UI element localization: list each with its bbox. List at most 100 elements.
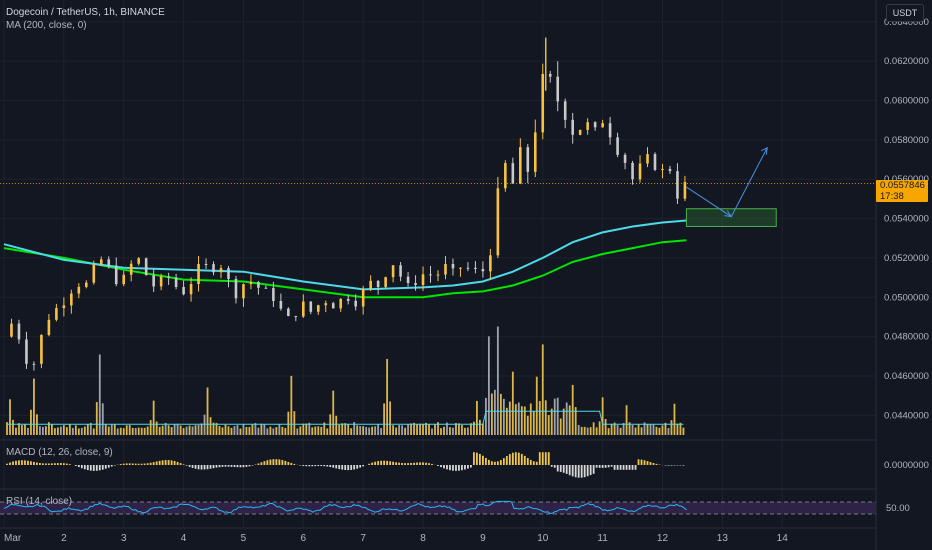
candle-body: [601, 123, 604, 128]
price-tick-label: 0.0520000: [884, 253, 929, 264]
macd-legend[interactable]: MACD (12, 26, close, 9): [6, 447, 113, 458]
volume-bar: [640, 427, 643, 435]
volume-bar: [571, 384, 574, 435]
volume-bar: [131, 427, 134, 435]
macd-bar: [113, 465, 116, 466]
macd-bar: [559, 465, 562, 472]
macd-bar: [571, 465, 574, 477]
macd-bar: [42, 463, 44, 465]
volume-bar: [547, 415, 550, 435]
volume-bar: [173, 424, 176, 435]
volume-bar: [646, 424, 649, 435]
volume-bar: [413, 422, 415, 435]
macd-bar: [332, 465, 335, 468]
volume-bar: [452, 427, 454, 435]
macd-bar: [467, 465, 469, 469]
projection-arrow[interactable]: [686, 146, 768, 218]
volume-bar: [18, 423, 20, 435]
last-price-tag: 0.0557846 17:38: [876, 180, 928, 202]
candle-body: [653, 154, 657, 170]
macd-bar: [628, 465, 631, 470]
macd-bar: [326, 465, 329, 467]
price-tick-label: 0.0580000: [884, 135, 929, 146]
demand-zone[interactable]: [685, 208, 777, 227]
volume-bar: [604, 419, 607, 435]
macd-bar: [188, 465, 191, 467]
volume-bar: [365, 426, 368, 435]
rsi-legend[interactable]: RSI (14, close): [6, 496, 73, 507]
volume-bar: [440, 428, 442, 435]
macd-bar: [601, 465, 604, 468]
macd-bar: [272, 459, 275, 465]
macd-bar: [541, 452, 544, 465]
candle-body: [32, 363, 36, 365]
price-tick-label: 0.0440000: [884, 410, 929, 421]
macd-bar: [269, 459, 272, 465]
candle-body: [676, 171, 679, 199]
macd-bar: [30, 461, 32, 465]
candle-body: [339, 298, 343, 309]
volume-bar: [676, 423, 679, 435]
price-axis[interactable]: 0.0640000 0.0620000 0.0600000 0.0580000 0.05…: [875, 0, 932, 550]
volume-bar: [449, 427, 451, 435]
volume-bar: [24, 424, 26, 435]
time-tick-label: 11: [597, 533, 608, 544]
symbol-legend[interactable]: Dogecoin / TetherUS, 1h, BINANCE: [6, 7, 165, 18]
volume-bar: [149, 420, 152, 435]
volume-bar: [437, 422, 439, 435]
volume-bar: [481, 423, 484, 435]
candle-body: [631, 162, 634, 180]
volume-bar: [392, 425, 395, 435]
macd-bar: [251, 465, 254, 466]
volume-bar: [122, 428, 125, 435]
macd-bar: [24, 460, 26, 465]
volume-bar: [263, 424, 266, 435]
volume-bar: [68, 424, 71, 435]
macd-bar: [458, 465, 460, 471]
candle-body: [474, 267, 477, 269]
candle-body: [354, 300, 357, 307]
volume-bar: [233, 426, 236, 435]
volume-bar: [535, 376, 538, 435]
macd-bar: [62, 463, 65, 465]
macd-bar: [461, 465, 463, 471]
candle-body: [429, 274, 432, 276]
macd-bar: [580, 465, 583, 478]
volume-bar: [461, 425, 463, 435]
macd-bar: [595, 465, 598, 468]
candle-body: [40, 334, 43, 364]
macd-bar: [350, 465, 353, 470]
volume-bar: [583, 426, 586, 435]
currency-button[interactable]: USDT: [886, 4, 924, 22]
macd-bar: [224, 465, 227, 467]
ema-path: [3, 219, 687, 291]
volume-bar: [341, 423, 344, 435]
candle-body: [85, 282, 88, 287]
time-tick-label: 6: [301, 533, 307, 544]
macd-bar: [670, 465, 673, 466]
candle-body: [646, 154, 649, 164]
macd-bar: [616, 465, 619, 470]
volume-bar: [359, 426, 362, 435]
macd-bar: [640, 459, 643, 465]
volume-bar: [65, 427, 68, 435]
volume-bar: [287, 411, 290, 435]
volume-bar: [137, 427, 140, 435]
time-tick-label: 5: [241, 533, 247, 544]
macd-bar: [476, 452, 478, 465]
time-tick-label: 3: [121, 533, 127, 544]
candle-body: [189, 284, 193, 295]
volume-bar: [269, 426, 272, 435]
macd-bar: [323, 465, 326, 467]
macd-bar: [266, 460, 269, 465]
volume-bar: [42, 426, 44, 435]
candle-body: [481, 268, 485, 272]
price-axis-bg: [876, 0, 932, 550]
macd-bar: [625, 465, 628, 470]
ma-legend[interactable]: MA (200, close, 0): [6, 20, 87, 31]
macd-bar: [437, 465, 439, 466]
macd-bar: [514, 452, 517, 465]
candle-body: [257, 282, 260, 288]
time-axis[interactable]: Mar 2 3 4 5 6 7 8 9 10 11 12 13 14: [0, 527, 876, 544]
